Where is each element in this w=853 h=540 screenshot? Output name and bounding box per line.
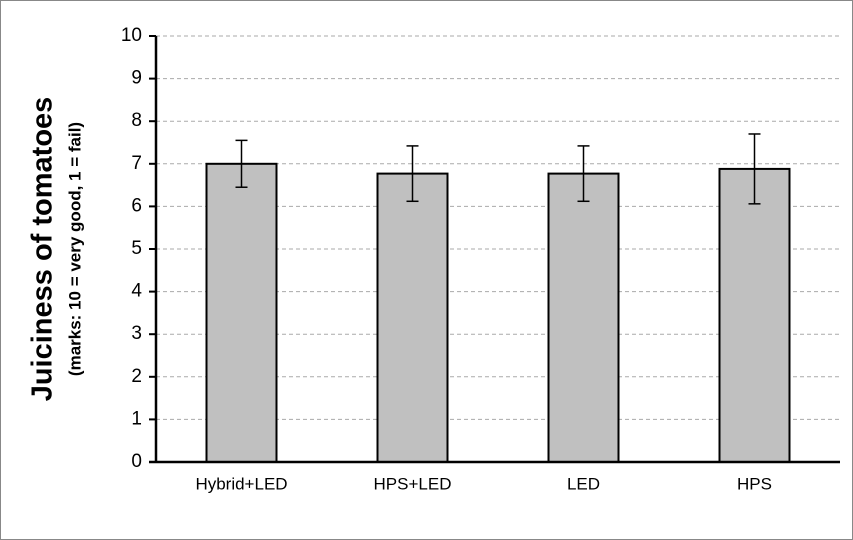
y-tick-label: 8 — [131, 110, 142, 131]
y-tick-label: 3 — [131, 323, 142, 344]
x-tick-label: Hybrid+LED — [195, 474, 287, 493]
bar — [205, 162, 278, 464]
bar — [376, 172, 449, 464]
y-tick-label: 6 — [131, 195, 142, 216]
y-tick-label: 1 — [131, 408, 142, 429]
y-tick-label: 5 — [131, 238, 142, 259]
y-tick-label: 0 — [131, 451, 142, 472]
y-tick-label: 4 — [131, 281, 142, 302]
y-tick-label: 7 — [131, 153, 142, 174]
y-axis-subtitle: (marks: 10 = very good, 1 = fail) — [65, 122, 84, 376]
y-tick-label: 10 — [121, 25, 142, 46]
x-tick-label: HPS — [737, 474, 772, 493]
y-tick-label: 9 — [131, 68, 142, 89]
bar — [547, 172, 620, 464]
bar — [718, 167, 791, 464]
x-tick-label: HPS+LED — [374, 474, 452, 493]
y-axis-title: Juiciness of tomatoes — [27, 97, 59, 402]
x-tick-label: LED — [567, 474, 600, 493]
y-tick-label: 2 — [131, 366, 142, 387]
